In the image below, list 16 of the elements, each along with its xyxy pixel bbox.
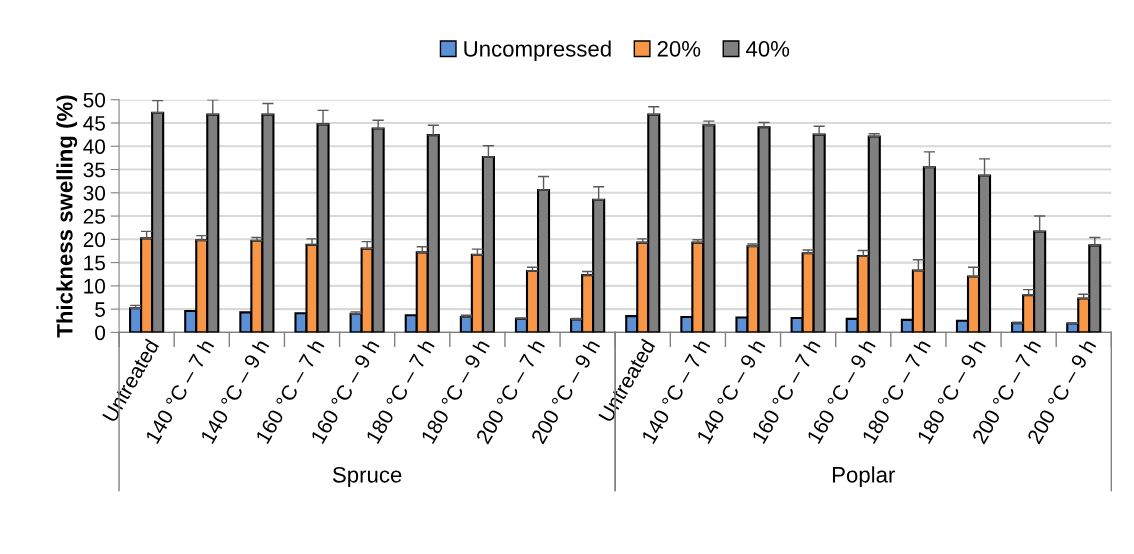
text: Poplar: [832, 466, 896, 488]
y-tick-label: 50: [83, 92, 106, 108]
y-tick-label: 40: [83, 139, 106, 155]
y-tick-label: 35: [83, 162, 105, 178]
y-tick-label: 10: [84, 278, 106, 294]
y-tick-label: 15: [84, 255, 105, 271]
y-tick-label: 20: [83, 232, 106, 248]
y-tick-label: 25: [83, 209, 105, 224]
text: Spruce: [332, 466, 402, 488]
legend-label: Uncompressed: [464, 40, 611, 62]
y-tick-label: 5: [95, 302, 105, 317]
y-tick-label: 30: [83, 185, 106, 201]
legend-label: 20%: [657, 40, 701, 57]
y-tick-label: 45: [83, 116, 105, 131]
legend-label: 40%: [745, 40, 790, 57]
y-axis-title: Thickness swelling (%): [56, 95, 78, 338]
